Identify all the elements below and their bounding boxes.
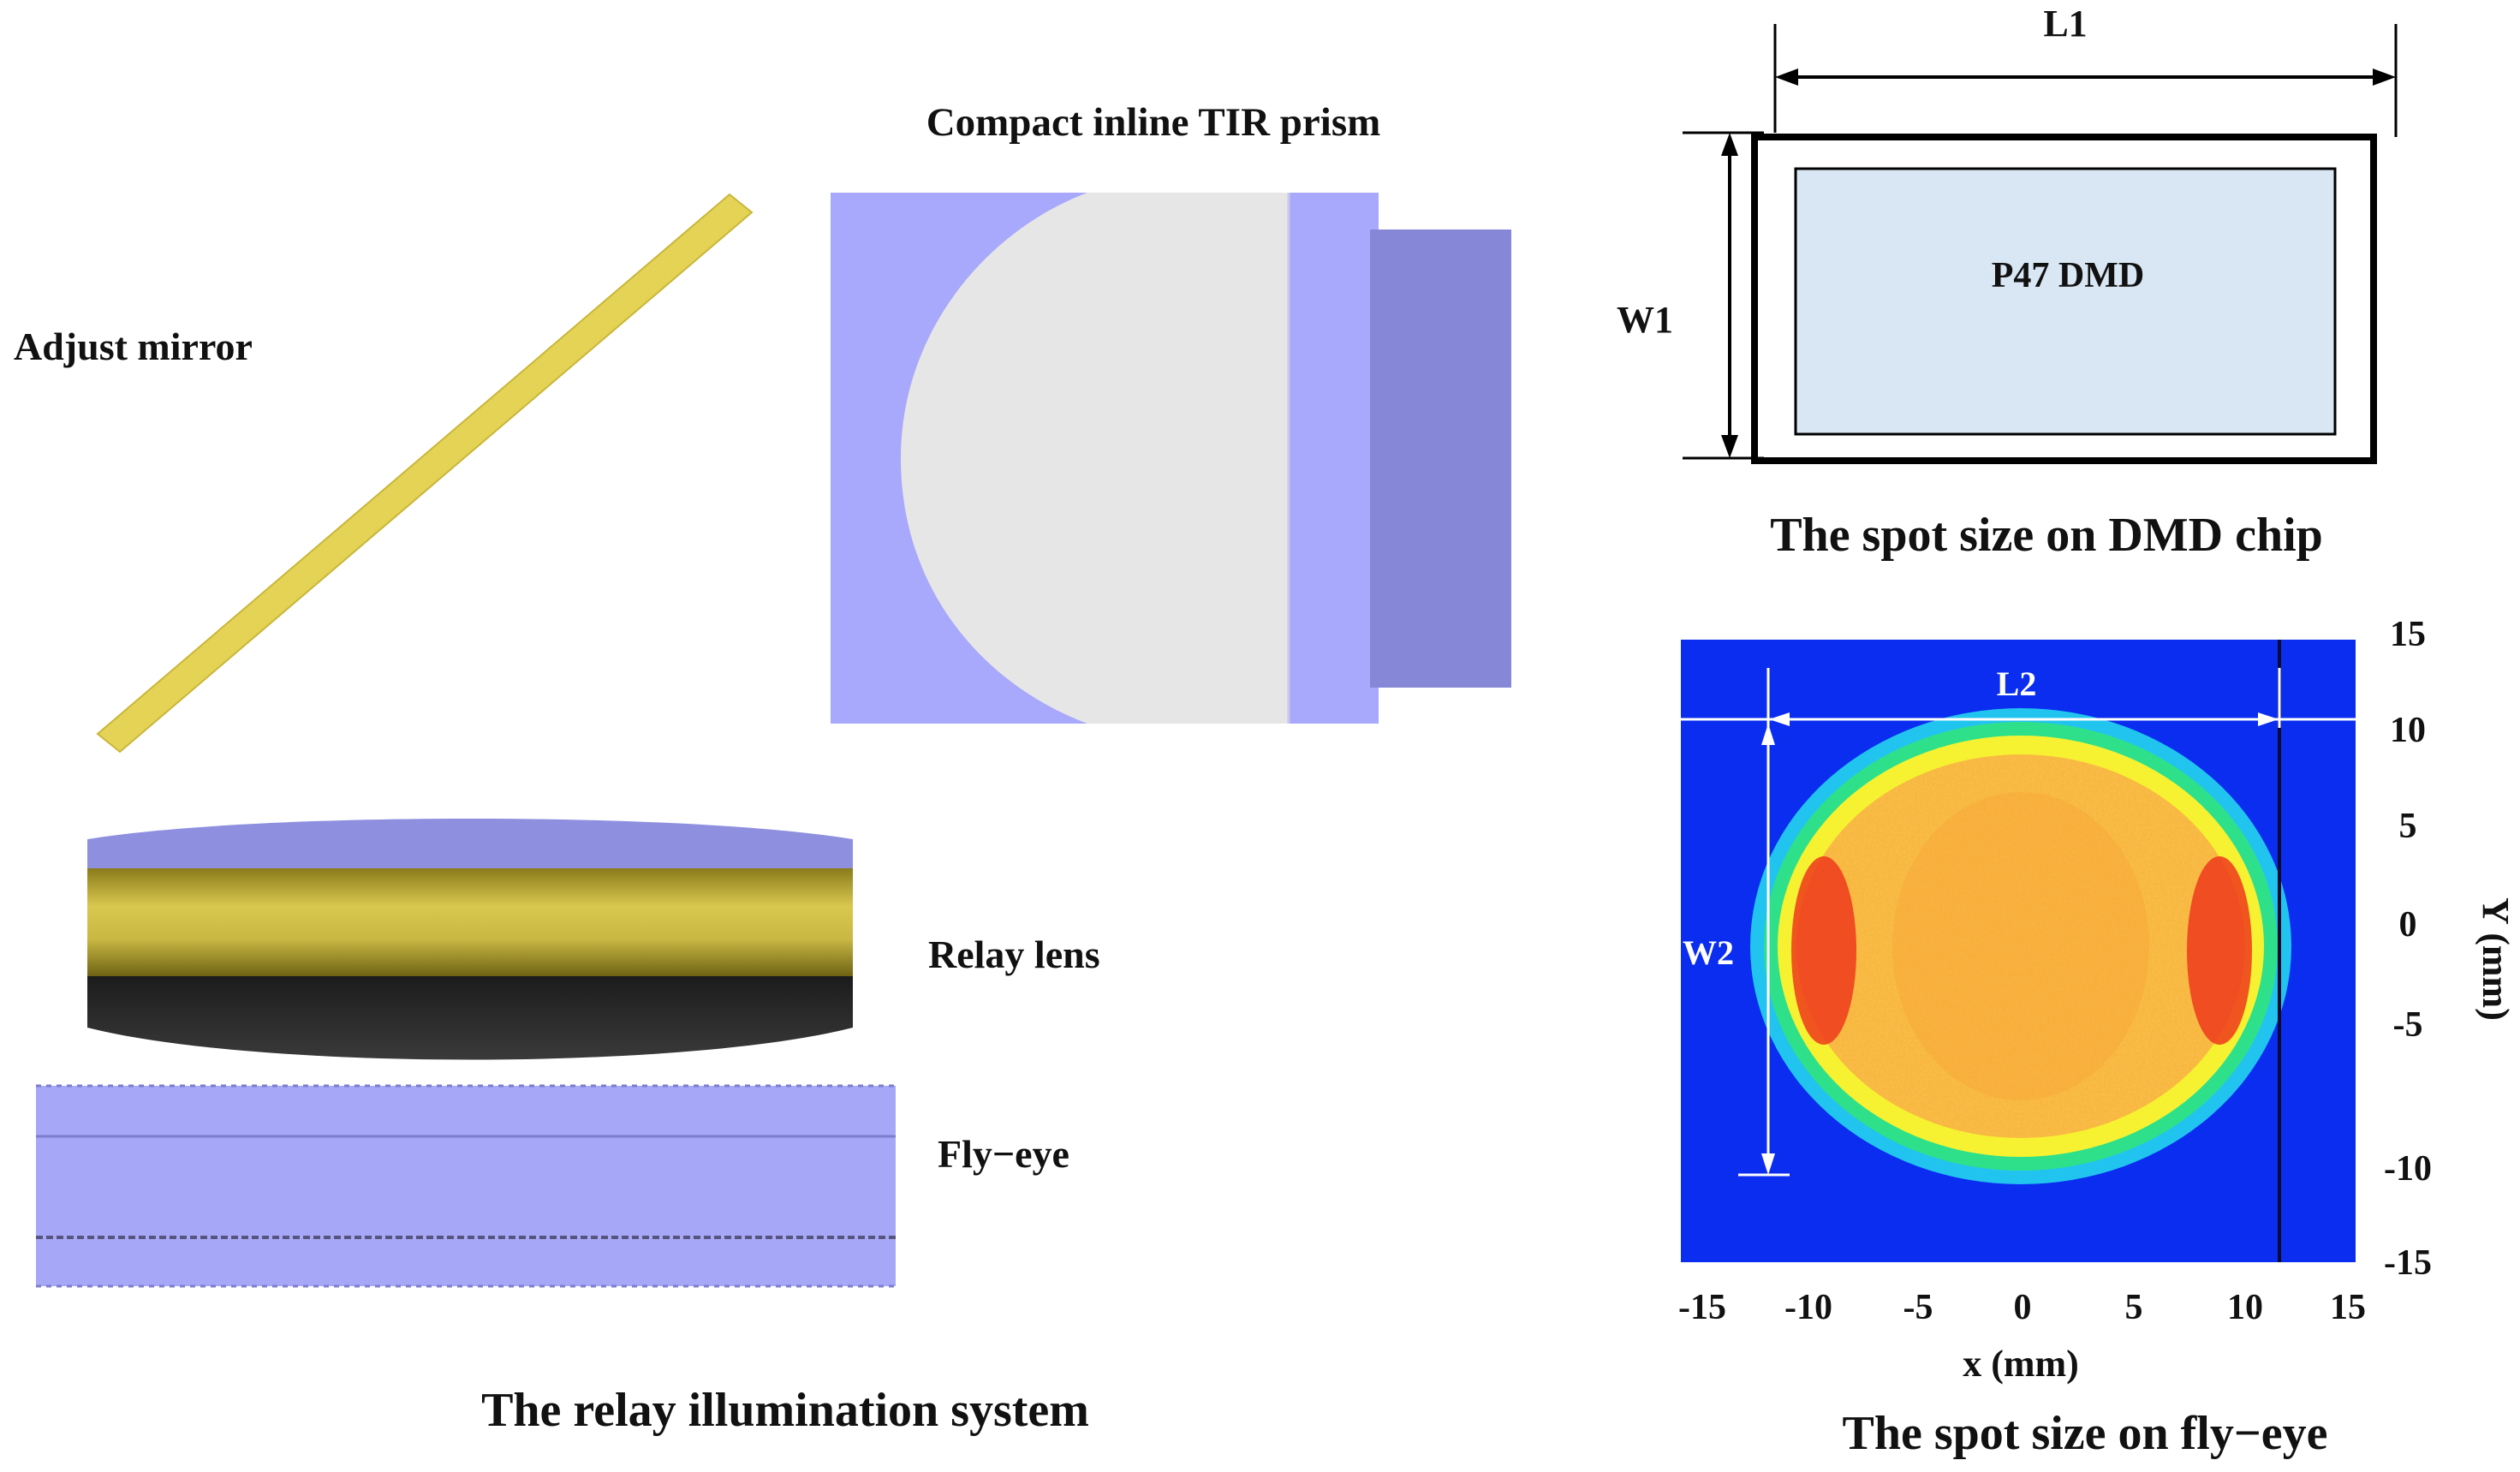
dmd-caption: The spot size on DMD chip [1770,509,2323,562]
x-tick: 10 [2227,1288,2263,1327]
x-tick: -10 [1784,1288,1832,1327]
dim-W2-label: W2 [1683,933,1734,972]
heatmap-x-axis: -15 -10 -5 0 5 10 15 x (mm) [1678,1288,2366,1385]
x-tick: -15 [1678,1288,1726,1327]
adjust-mirror-label: Adjust mirror [14,325,253,368]
x-axis-label: x (mm) [1963,1343,2079,1385]
dmd-chip-label: P47 DMD [1992,256,2144,295]
dim-L2-label: L2 [1997,664,2037,703]
relay-system-caption: The relay illumination system [481,1384,1089,1437]
prism-block [1370,229,1511,688]
heat-peak-right [2187,856,2252,1045]
relay-lens-label: Relay lens [928,933,1100,976]
x-tick: 15 [2330,1288,2366,1327]
adjust-mirror [96,193,754,754]
x-tick: 5 [2125,1288,2143,1327]
y-tick: -15 [2384,1243,2432,1283]
y-tick: 10 [2390,711,2426,750]
relay-lens-band [87,868,853,976]
dim-W1-label: W1 [1617,299,1673,341]
y-tick: 0 [2399,905,2417,945]
heat-core [1796,754,2245,1138]
heatmap-y-axis: 15 10 5 0 -5 -10 -15 Y (mm) [2384,615,2517,1283]
tir-prism [831,193,1511,724]
spot-heatmap: L2 W2 [1681,640,2356,1262]
prism-curved-face [901,193,1289,724]
fly-eye [36,1084,896,1288]
dim-L1-label: L1 [2043,3,2087,45]
x-tick: -5 [1903,1288,1933,1327]
heat-peak-left [1791,856,1856,1045]
fly-eye-label: Fly−eye [938,1132,1069,1176]
y-tick: -10 [2384,1149,2432,1189]
y-tick: 5 [2399,807,2417,846]
flyeye-caption: The spot size on fly−eye [1843,1407,2328,1460]
y-tick: -5 [2393,1005,2423,1045]
y-axis-label: Y (mm) [2475,897,2517,1021]
y-tick: 15 [2390,615,2426,654]
dmd-active-area [1794,167,2337,436]
dmd-chip-diagram: P47 DMD L1 W1 [1617,3,2398,464]
relay-lens-bottom [87,976,853,1060]
relay-lens-top [87,819,853,868]
x-tick: 0 [2014,1288,2032,1327]
relay-lens [87,819,853,1060]
tir-prism-label: Compact inline TIR prism [926,100,1381,145]
